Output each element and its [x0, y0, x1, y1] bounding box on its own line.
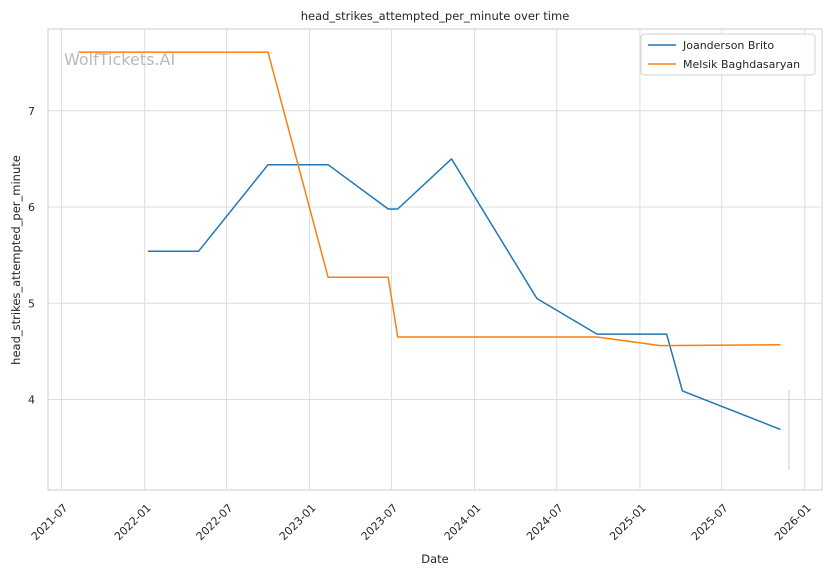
- y-tick-label: 4: [28, 394, 35, 407]
- y-tick-label: 5: [28, 297, 35, 310]
- legend: Joanderson Brito Melsik Baghdasaryan: [640, 33, 816, 76]
- x-tick-label: 2023-01: [277, 501, 319, 543]
- x-tick-label: 2024-07: [524, 501, 566, 543]
- x-tick-label: 2024-01: [442, 501, 484, 543]
- legend-items: Joanderson Brito Melsik Baghdasaryan: [648, 39, 800, 71]
- grid: [48, 29, 822, 490]
- x-tick-label: 2022-01: [112, 501, 154, 543]
- y-tick-labels: 4 5 6 7: [28, 105, 35, 407]
- chart-title: head_strikes_attempted_per_minute over t…: [301, 9, 570, 23]
- x-axis-label: Date: [421, 552, 449, 566]
- watermark: WolfTickets.AI: [64, 50, 175, 69]
- x-tick-label: 2026-01: [772, 501, 814, 543]
- series-layer: [78, 51, 781, 431]
- plot-area: [47, 28, 823, 491]
- y-tick-label: 7: [28, 105, 35, 118]
- y-tick-label: 6: [28, 201, 35, 214]
- x-tick-labels: 2021-07 2022-01 2022-07 2023-01 2023-07 2024-…: [29, 501, 814, 543]
- x-tick-label: 2021-07: [29, 501, 71, 543]
- x-tick-label: 2022-07: [194, 501, 236, 543]
- legend-label-1: Melsik Baghdasaryan: [683, 58, 800, 71]
- x-tick-label: 2025-01: [607, 501, 649, 543]
- legend-box: [640, 33, 816, 76]
- legend-label-0: Joanderson Brito: [682, 39, 774, 52]
- series-line-0: [147, 158, 781, 431]
- x-tick-label: 2023-07: [359, 501, 401, 543]
- y-axis-label: head_strikes_attempted_per_minute: [9, 155, 23, 365]
- series-line-1: [78, 51, 781, 347]
- x-tick-label: 2025-07: [689, 501, 731, 543]
